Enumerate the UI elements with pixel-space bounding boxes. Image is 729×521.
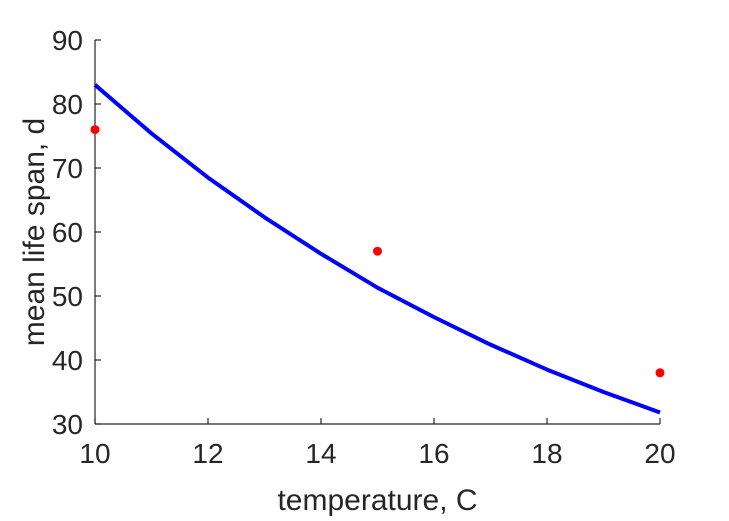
y-tick-label: 30: [52, 409, 83, 440]
fit-curve: [93, 83, 661, 415]
x-axis: 10 12 14 16 18 20: [79, 418, 676, 469]
y-tick-label: 60: [52, 217, 83, 248]
y-tick-label: 90: [52, 25, 83, 56]
y-axis: 30 40 50 60 70 80 90: [52, 25, 101, 440]
x-tick-label: 10: [79, 438, 110, 469]
y-tick-label: 80: [52, 89, 83, 120]
x-tick-label: 14: [305, 438, 336, 469]
x-tick-label: 18: [531, 438, 562, 469]
y-axis-label: mean life span, d: [18, 118, 51, 346]
data-point: [655, 368, 665, 378]
x-tick-label: 12: [192, 438, 223, 469]
plot-area: [90, 83, 665, 415]
y-tick-label: 70: [52, 153, 83, 184]
data-point: [90, 125, 100, 135]
x-tick-label: 20: [644, 438, 675, 469]
x-axis-label: temperature, C: [277, 484, 477, 517]
y-tick-label: 50: [52, 281, 83, 312]
x-tick-label: 16: [418, 438, 449, 469]
y-tick-label: 40: [52, 345, 83, 376]
data-point: [373, 246, 382, 256]
